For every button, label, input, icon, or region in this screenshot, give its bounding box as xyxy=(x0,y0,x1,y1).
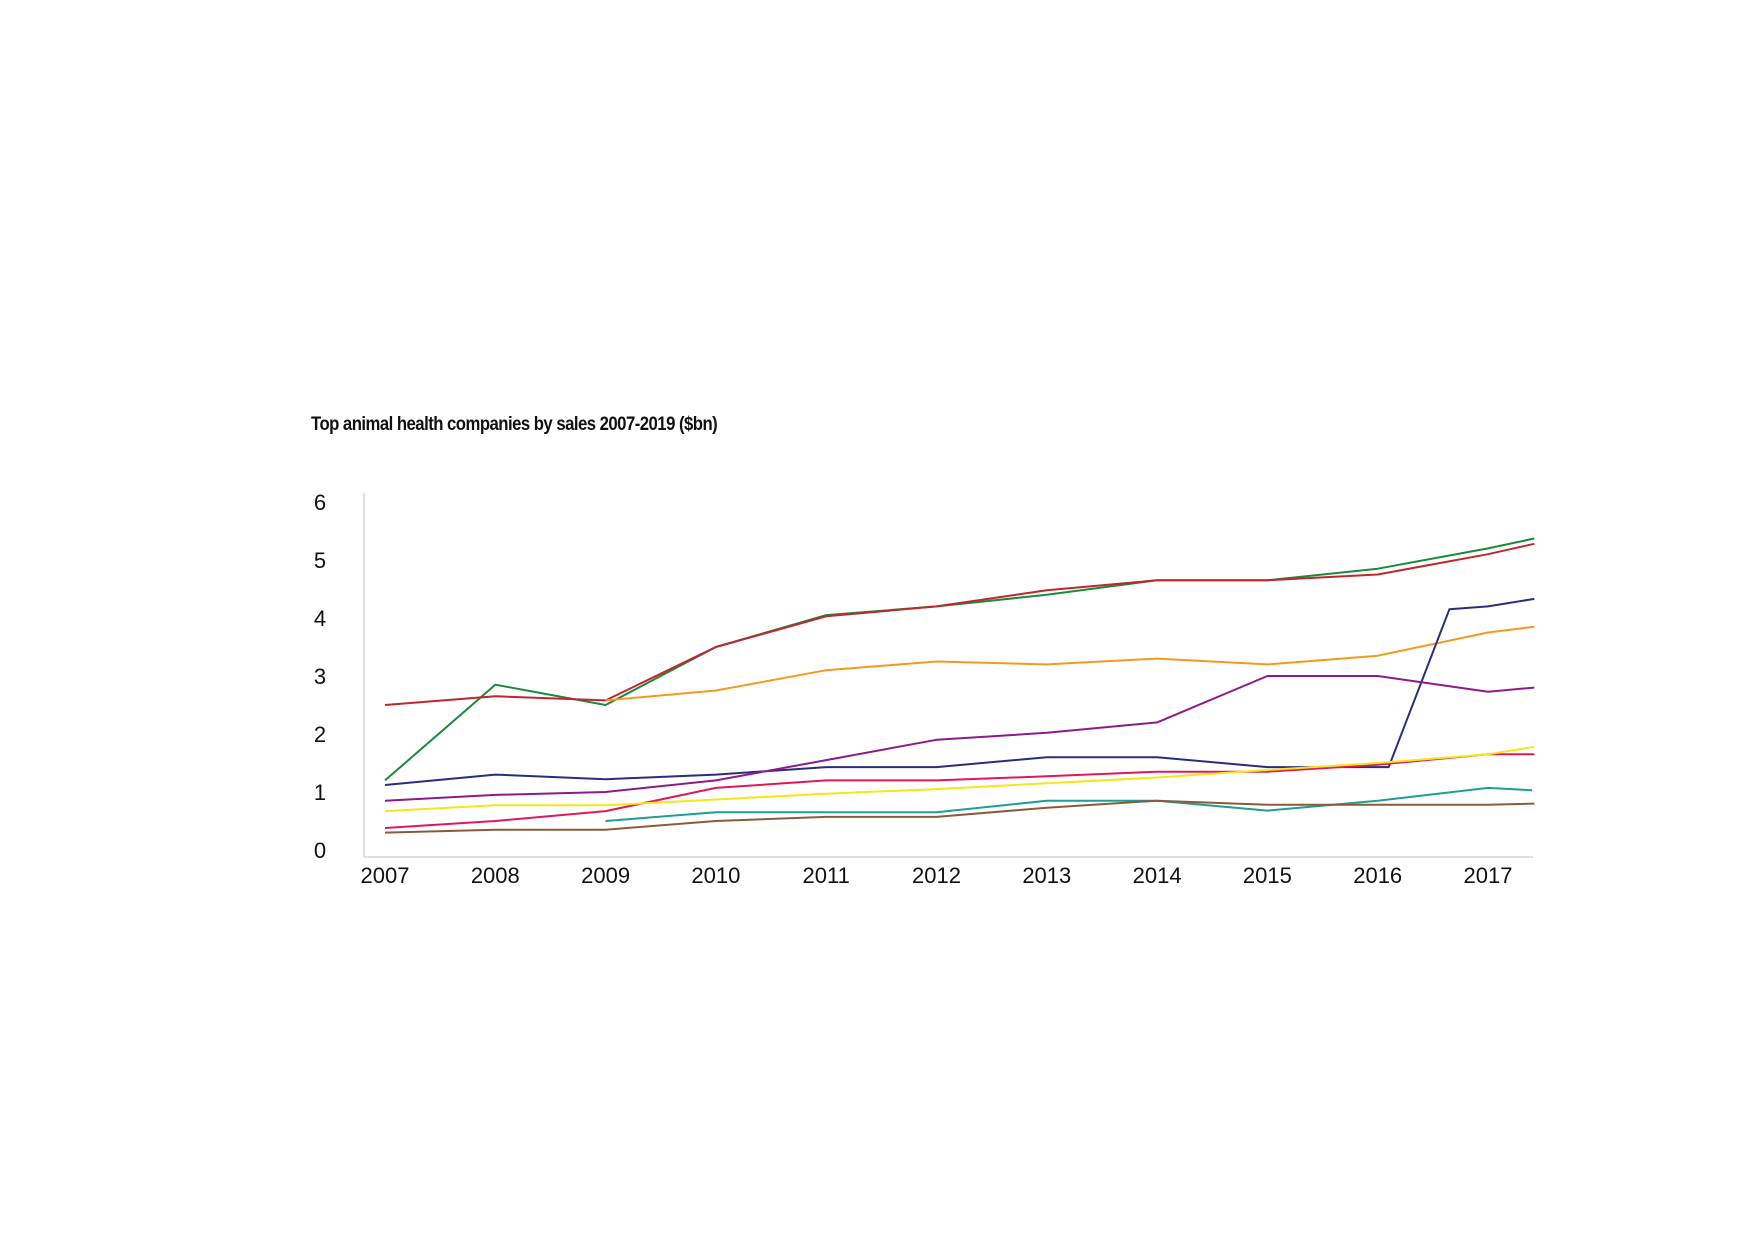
series-line-2 xyxy=(384,542,1535,706)
y-tick-labels: 0 1 2 3 4 5 6 xyxy=(314,490,326,863)
x-tick-label: 2012 xyxy=(912,863,961,888)
x-tick-label: 2008 xyxy=(471,863,520,888)
series-line-9 xyxy=(384,799,1535,834)
x-tick-label: 2014 xyxy=(1133,863,1182,888)
y-tick-label: 1 xyxy=(314,780,326,805)
x-tick-label: 2016 xyxy=(1353,863,1402,888)
x-tick-label: 2015 xyxy=(1243,863,1292,888)
y-tick-label: 0 xyxy=(314,838,326,863)
y-tick-label: 5 xyxy=(314,548,326,573)
y-tick-label: 3 xyxy=(314,664,326,689)
x-tick-label: 2011 xyxy=(803,863,850,888)
series-line-6 xyxy=(384,753,1535,829)
y-tick-label: 6 xyxy=(314,490,326,515)
series-line-3 xyxy=(605,625,1535,702)
x-tick-label: 2009 xyxy=(581,863,630,888)
x-tick-labels: 2007 2008 2009 2010 2011 2012 2013 2014 2015 2016… xyxy=(361,863,1513,888)
y-tick-label: 4 xyxy=(314,606,326,631)
x-tick-label: 2017 xyxy=(1464,863,1513,888)
y-tick-label: 2 xyxy=(314,722,326,747)
x-tick-label: 2010 xyxy=(691,863,740,888)
chart-axes xyxy=(363,493,1533,858)
x-tick-label: 2007 xyxy=(361,863,410,888)
series-line-8 xyxy=(605,786,1533,822)
chart-title: Top animal health companies by sales 200… xyxy=(311,414,718,435)
series-lines xyxy=(384,537,1535,834)
series-line-1 xyxy=(384,537,1535,782)
series-line-7 xyxy=(384,745,1535,813)
x-tick-label: 2013 xyxy=(1022,863,1071,888)
series-line-5 xyxy=(384,675,1535,802)
series-line-4 xyxy=(384,597,1535,786)
